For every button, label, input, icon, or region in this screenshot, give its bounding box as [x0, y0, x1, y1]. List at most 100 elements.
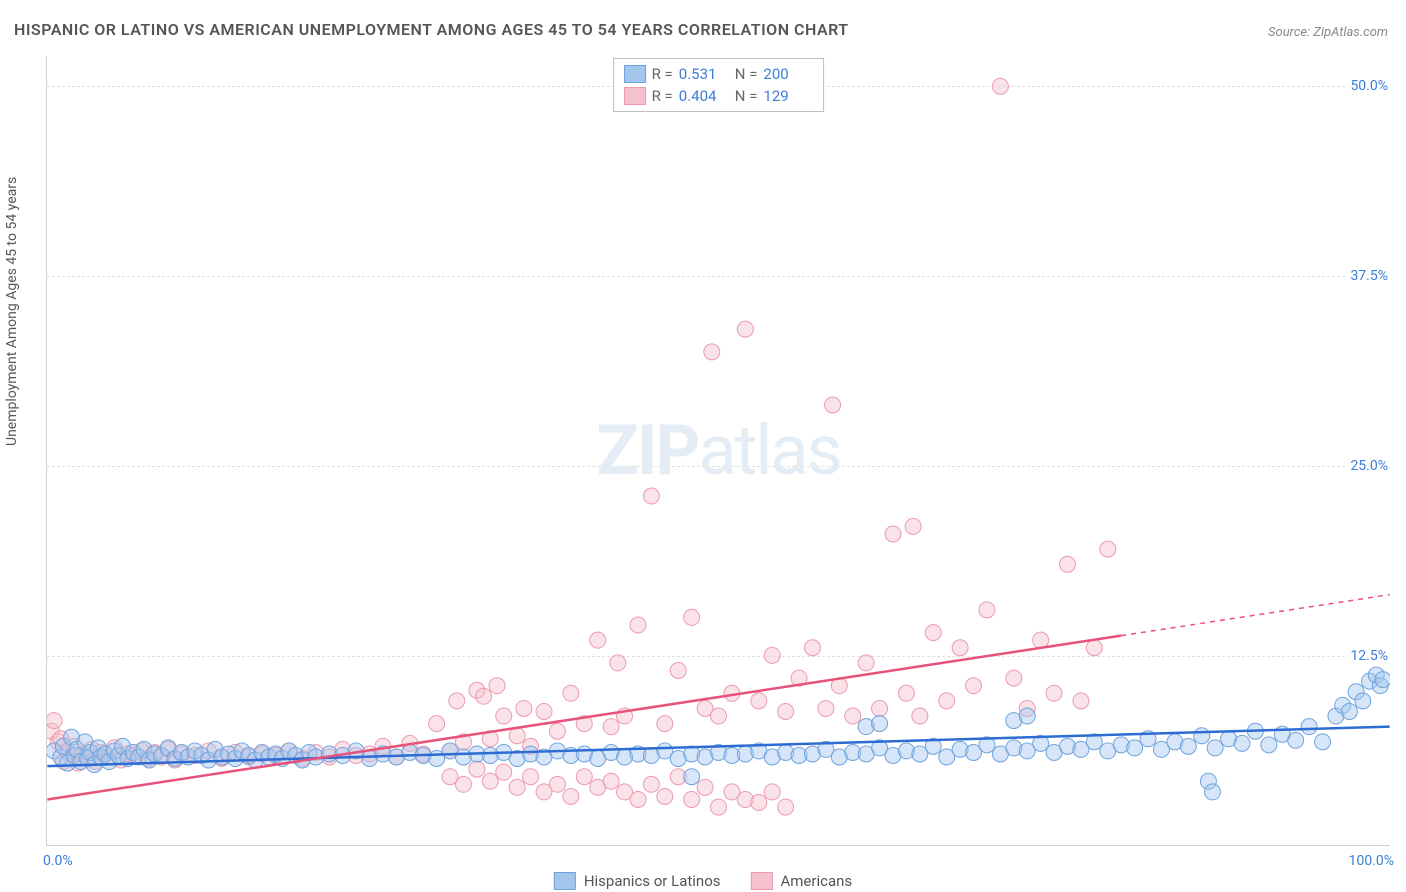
r-value-2: 0.404 — [679, 87, 729, 105]
scatter-point — [684, 769, 700, 785]
scatter-point — [509, 728, 525, 744]
legend-label-americans: Americans — [780, 872, 852, 890]
scatter-point — [711, 799, 727, 815]
r-label: R = — [652, 65, 673, 83]
scatter-point — [778, 703, 794, 719]
y-axis-label: Unemployment Among Ages 45 to 54 years — [4, 177, 20, 446]
scatter-point — [643, 488, 659, 504]
scatter-point — [979, 602, 995, 618]
scatter-point — [536, 703, 552, 719]
scatter-point — [630, 617, 646, 633]
scatter-point — [657, 716, 673, 732]
stats-row-series-2: R = 0.404 N = 129 — [624, 85, 814, 107]
scatter-point — [1100, 541, 1116, 557]
scatter-point — [1375, 672, 1390, 688]
scatter-point — [925, 625, 941, 641]
bottom-legend: Hispanics or Latinos Americans — [554, 872, 852, 890]
scatter-point — [603, 719, 619, 735]
scatter-point — [872, 716, 888, 732]
scatter-point — [1194, 728, 1210, 744]
scatter-point — [469, 761, 485, 777]
scatter-point — [563, 685, 579, 701]
scatter-point — [630, 791, 646, 807]
scatter-point — [1086, 640, 1102, 656]
scatter-point — [737, 321, 753, 337]
scatter-point — [643, 776, 659, 792]
scatter-point — [1060, 556, 1076, 572]
scatter-point — [684, 609, 700, 625]
n-value-2: 129 — [763, 87, 813, 105]
scatter-point — [966, 678, 982, 694]
xtick-100: 100.0% — [1349, 853, 1394, 869]
n-label-2: N = — [735, 87, 758, 105]
scatter-point — [429, 716, 445, 732]
regression-line-dashed — [1121, 595, 1389, 636]
source-attribution: Source: ZipAtlas.com — [1268, 25, 1388, 40]
scatter-point — [476, 688, 492, 704]
r-label-2: R = — [652, 87, 673, 105]
scatter-point — [872, 700, 888, 716]
scatter-point — [563, 788, 579, 804]
swatch-hispanics-bottom — [554, 872, 576, 890]
scatter-point — [858, 655, 874, 671]
plot-area: ZIPatlas R = 0.531 N = 200 R = 0.404 N =… — [46, 56, 1390, 846]
scatter-point — [496, 708, 512, 724]
scatter-point — [509, 779, 525, 795]
scatter-point — [496, 764, 512, 780]
scatter-point — [610, 655, 626, 671]
scatter-point — [590, 632, 606, 648]
scatter-point — [1019, 708, 1035, 724]
swatch-americans-bottom — [750, 872, 772, 890]
scatter-point — [1046, 685, 1062, 701]
scatter-point — [523, 769, 539, 785]
scatter-point — [549, 776, 565, 792]
scatter-point — [1180, 738, 1196, 754]
swatch-hispanics — [624, 65, 646, 83]
scatter-point — [1204, 784, 1220, 800]
scatter-point — [764, 647, 780, 663]
legend-label-hispanics: Hispanics or Latinos — [584, 872, 721, 890]
scatter-point — [482, 773, 498, 789]
scatter-point — [764, 784, 780, 800]
scatter-point — [1234, 735, 1250, 751]
scatter-point — [711, 708, 727, 724]
scatter-point — [704, 344, 720, 360]
scatter-point — [751, 795, 767, 811]
scatter-point — [1355, 693, 1371, 709]
scatter-point — [1207, 740, 1223, 756]
scatter-point — [1301, 719, 1317, 735]
scatter-point — [1315, 734, 1331, 750]
scatter-point — [1261, 737, 1277, 753]
scatter-svg — [47, 56, 1390, 845]
scatter-point — [912, 708, 928, 724]
scatter-point — [576, 769, 592, 785]
scatter-point — [778, 799, 794, 815]
stats-legend: R = 0.531 N = 200 R = 0.404 N = 129 — [613, 58, 825, 112]
n-value-1: 200 — [763, 65, 813, 83]
scatter-point — [818, 700, 834, 716]
scatter-point — [516, 700, 532, 716]
scatter-point — [1127, 740, 1143, 756]
scatter-point — [845, 708, 861, 724]
scatter-point — [670, 663, 686, 679]
scatter-point — [804, 640, 820, 656]
scatter-point — [455, 776, 471, 792]
scatter-point — [751, 693, 767, 709]
scatter-point — [489, 678, 505, 694]
stats-row-series-1: R = 0.531 N = 200 — [624, 63, 814, 85]
scatter-point — [898, 685, 914, 701]
scatter-point — [657, 788, 673, 804]
xtick-0: 0.0% — [43, 853, 73, 869]
scatter-point — [905, 518, 921, 534]
scatter-point — [449, 693, 465, 709]
legend-item-hispanics: Hispanics or Latinos — [554, 872, 721, 890]
swatch-americans — [624, 87, 646, 105]
scatter-point — [992, 78, 1008, 94]
scatter-point — [952, 640, 968, 656]
scatter-point — [1006, 670, 1022, 686]
scatter-point — [1288, 732, 1304, 748]
scatter-point — [684, 791, 700, 807]
chart-title: HISPANIC OR LATINO VS AMERICAN UNEMPLOYM… — [14, 20, 849, 39]
n-label: N = — [735, 65, 758, 83]
scatter-point — [1073, 693, 1089, 709]
